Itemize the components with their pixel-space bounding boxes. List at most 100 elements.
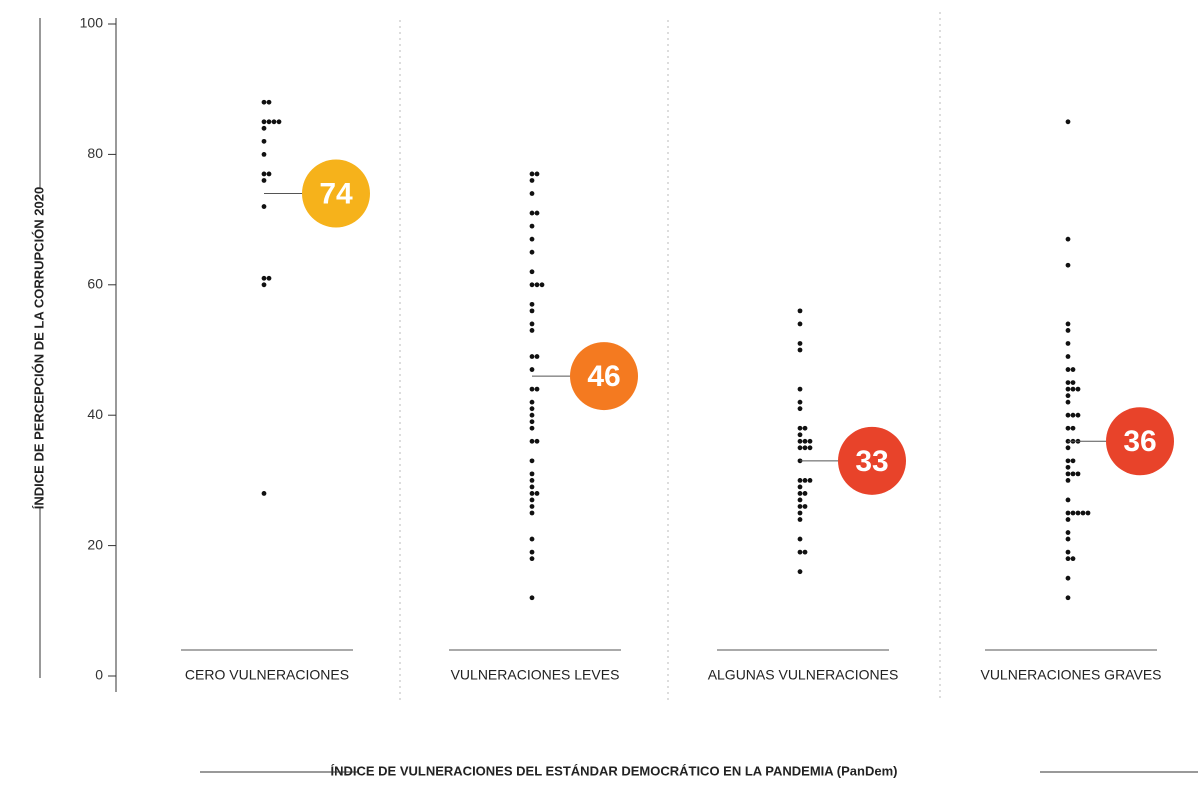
dot bbox=[261, 204, 267, 209]
dot bbox=[529, 249, 535, 255]
dot bbox=[797, 321, 803, 327]
dot bbox=[529, 458, 535, 464]
dot bbox=[1065, 517, 1071, 522]
dot bbox=[1065, 367, 1071, 372]
dot bbox=[1065, 386, 1071, 392]
dot bbox=[1065, 445, 1071, 451]
dot bbox=[1070, 386, 1076, 392]
dot bbox=[529, 223, 535, 229]
mean-label: 74 bbox=[319, 177, 353, 210]
dot bbox=[529, 497, 535, 503]
dot bbox=[802, 504, 808, 509]
dot bbox=[802, 425, 808, 431]
dot bbox=[529, 478, 535, 483]
mean-bubble bbox=[302, 159, 370, 228]
dot bbox=[802, 491, 808, 496]
dot bbox=[529, 210, 535, 216]
dot bbox=[1065, 412, 1071, 418]
dot bbox=[529, 386, 535, 392]
dot bbox=[1070, 510, 1076, 516]
mean-bubble bbox=[570, 342, 638, 411]
y-tick-label: 80 bbox=[87, 145, 103, 161]
dot bbox=[1070, 412, 1076, 418]
dot bbox=[1065, 425, 1071, 431]
dot bbox=[529, 354, 535, 359]
y-tick-label: 100 bbox=[80, 15, 104, 31]
dot bbox=[1065, 471, 1071, 477]
dot bbox=[1075, 386, 1081, 392]
dot bbox=[1085, 510, 1091, 516]
dot bbox=[529, 171, 535, 177]
y-tick-label: 60 bbox=[87, 276, 103, 292]
dot bbox=[797, 386, 803, 392]
dot bbox=[529, 282, 535, 288]
dot bbox=[529, 321, 535, 327]
dot bbox=[1065, 464, 1071, 470]
y-tick-label: 0 bbox=[95, 667, 103, 683]
dot bbox=[529, 438, 535, 444]
dot bbox=[276, 119, 282, 125]
dot bbox=[1070, 471, 1076, 477]
dot bbox=[797, 445, 803, 451]
dot bbox=[797, 491, 803, 496]
dot bbox=[261, 125, 267, 131]
dot bbox=[261, 491, 267, 496]
x-tick-label: ALGUNAS VULNERACIONES bbox=[708, 667, 899, 683]
dot bbox=[266, 99, 272, 105]
dot bbox=[529, 549, 535, 555]
dot bbox=[261, 275, 267, 281]
dot bbox=[261, 282, 267, 288]
mean-label: 46 bbox=[587, 360, 620, 393]
dot bbox=[534, 438, 540, 444]
dot bbox=[797, 432, 803, 438]
dot bbox=[797, 478, 803, 483]
dot bbox=[797, 406, 803, 412]
dot bbox=[529, 191, 535, 196]
dot bbox=[797, 341, 803, 346]
dot bbox=[1065, 236, 1071, 242]
dot bbox=[1075, 412, 1081, 418]
dot bbox=[266, 275, 272, 281]
dot bbox=[797, 438, 803, 444]
x-tick-label: CERO VULNERACIONES bbox=[185, 667, 349, 683]
y-axis-title: ÍNDICE DE PERCEPCIÓN DE LA CORRUPCIÓN 20… bbox=[31, 187, 46, 509]
y-tick-label: 40 bbox=[87, 406, 103, 422]
dot bbox=[797, 517, 803, 522]
dot bbox=[534, 354, 540, 359]
dot bbox=[1070, 556, 1076, 562]
dot bbox=[802, 445, 808, 451]
dot bbox=[261, 138, 267, 144]
dot bbox=[1075, 471, 1081, 477]
dot bbox=[529, 484, 535, 490]
mean-bubble bbox=[1106, 407, 1174, 476]
dot bbox=[529, 236, 535, 242]
dot bbox=[797, 425, 803, 431]
dot bbox=[802, 478, 808, 483]
dot bbox=[1065, 341, 1071, 346]
dot bbox=[261, 152, 267, 157]
dot bbox=[807, 478, 813, 483]
dot bbox=[802, 438, 808, 444]
dot bbox=[1065, 354, 1071, 359]
dot bbox=[529, 491, 535, 496]
dot bbox=[807, 438, 813, 444]
dot bbox=[1070, 380, 1076, 385]
dot bbox=[797, 484, 803, 490]
dot bbox=[529, 419, 535, 425]
dot bbox=[261, 119, 267, 125]
dot bbox=[534, 386, 540, 392]
dot bbox=[529, 471, 535, 477]
dot bbox=[529, 556, 535, 562]
mean-label: 36 bbox=[1123, 425, 1156, 458]
dot bbox=[261, 99, 267, 105]
dot bbox=[1065, 399, 1071, 405]
dot bbox=[1065, 458, 1071, 464]
dot bbox=[534, 171, 540, 177]
dot bbox=[797, 504, 803, 509]
dot bbox=[797, 347, 803, 353]
dot bbox=[1065, 262, 1071, 268]
dot bbox=[529, 178, 535, 183]
dot bbox=[807, 445, 813, 451]
dot bbox=[1070, 425, 1076, 431]
